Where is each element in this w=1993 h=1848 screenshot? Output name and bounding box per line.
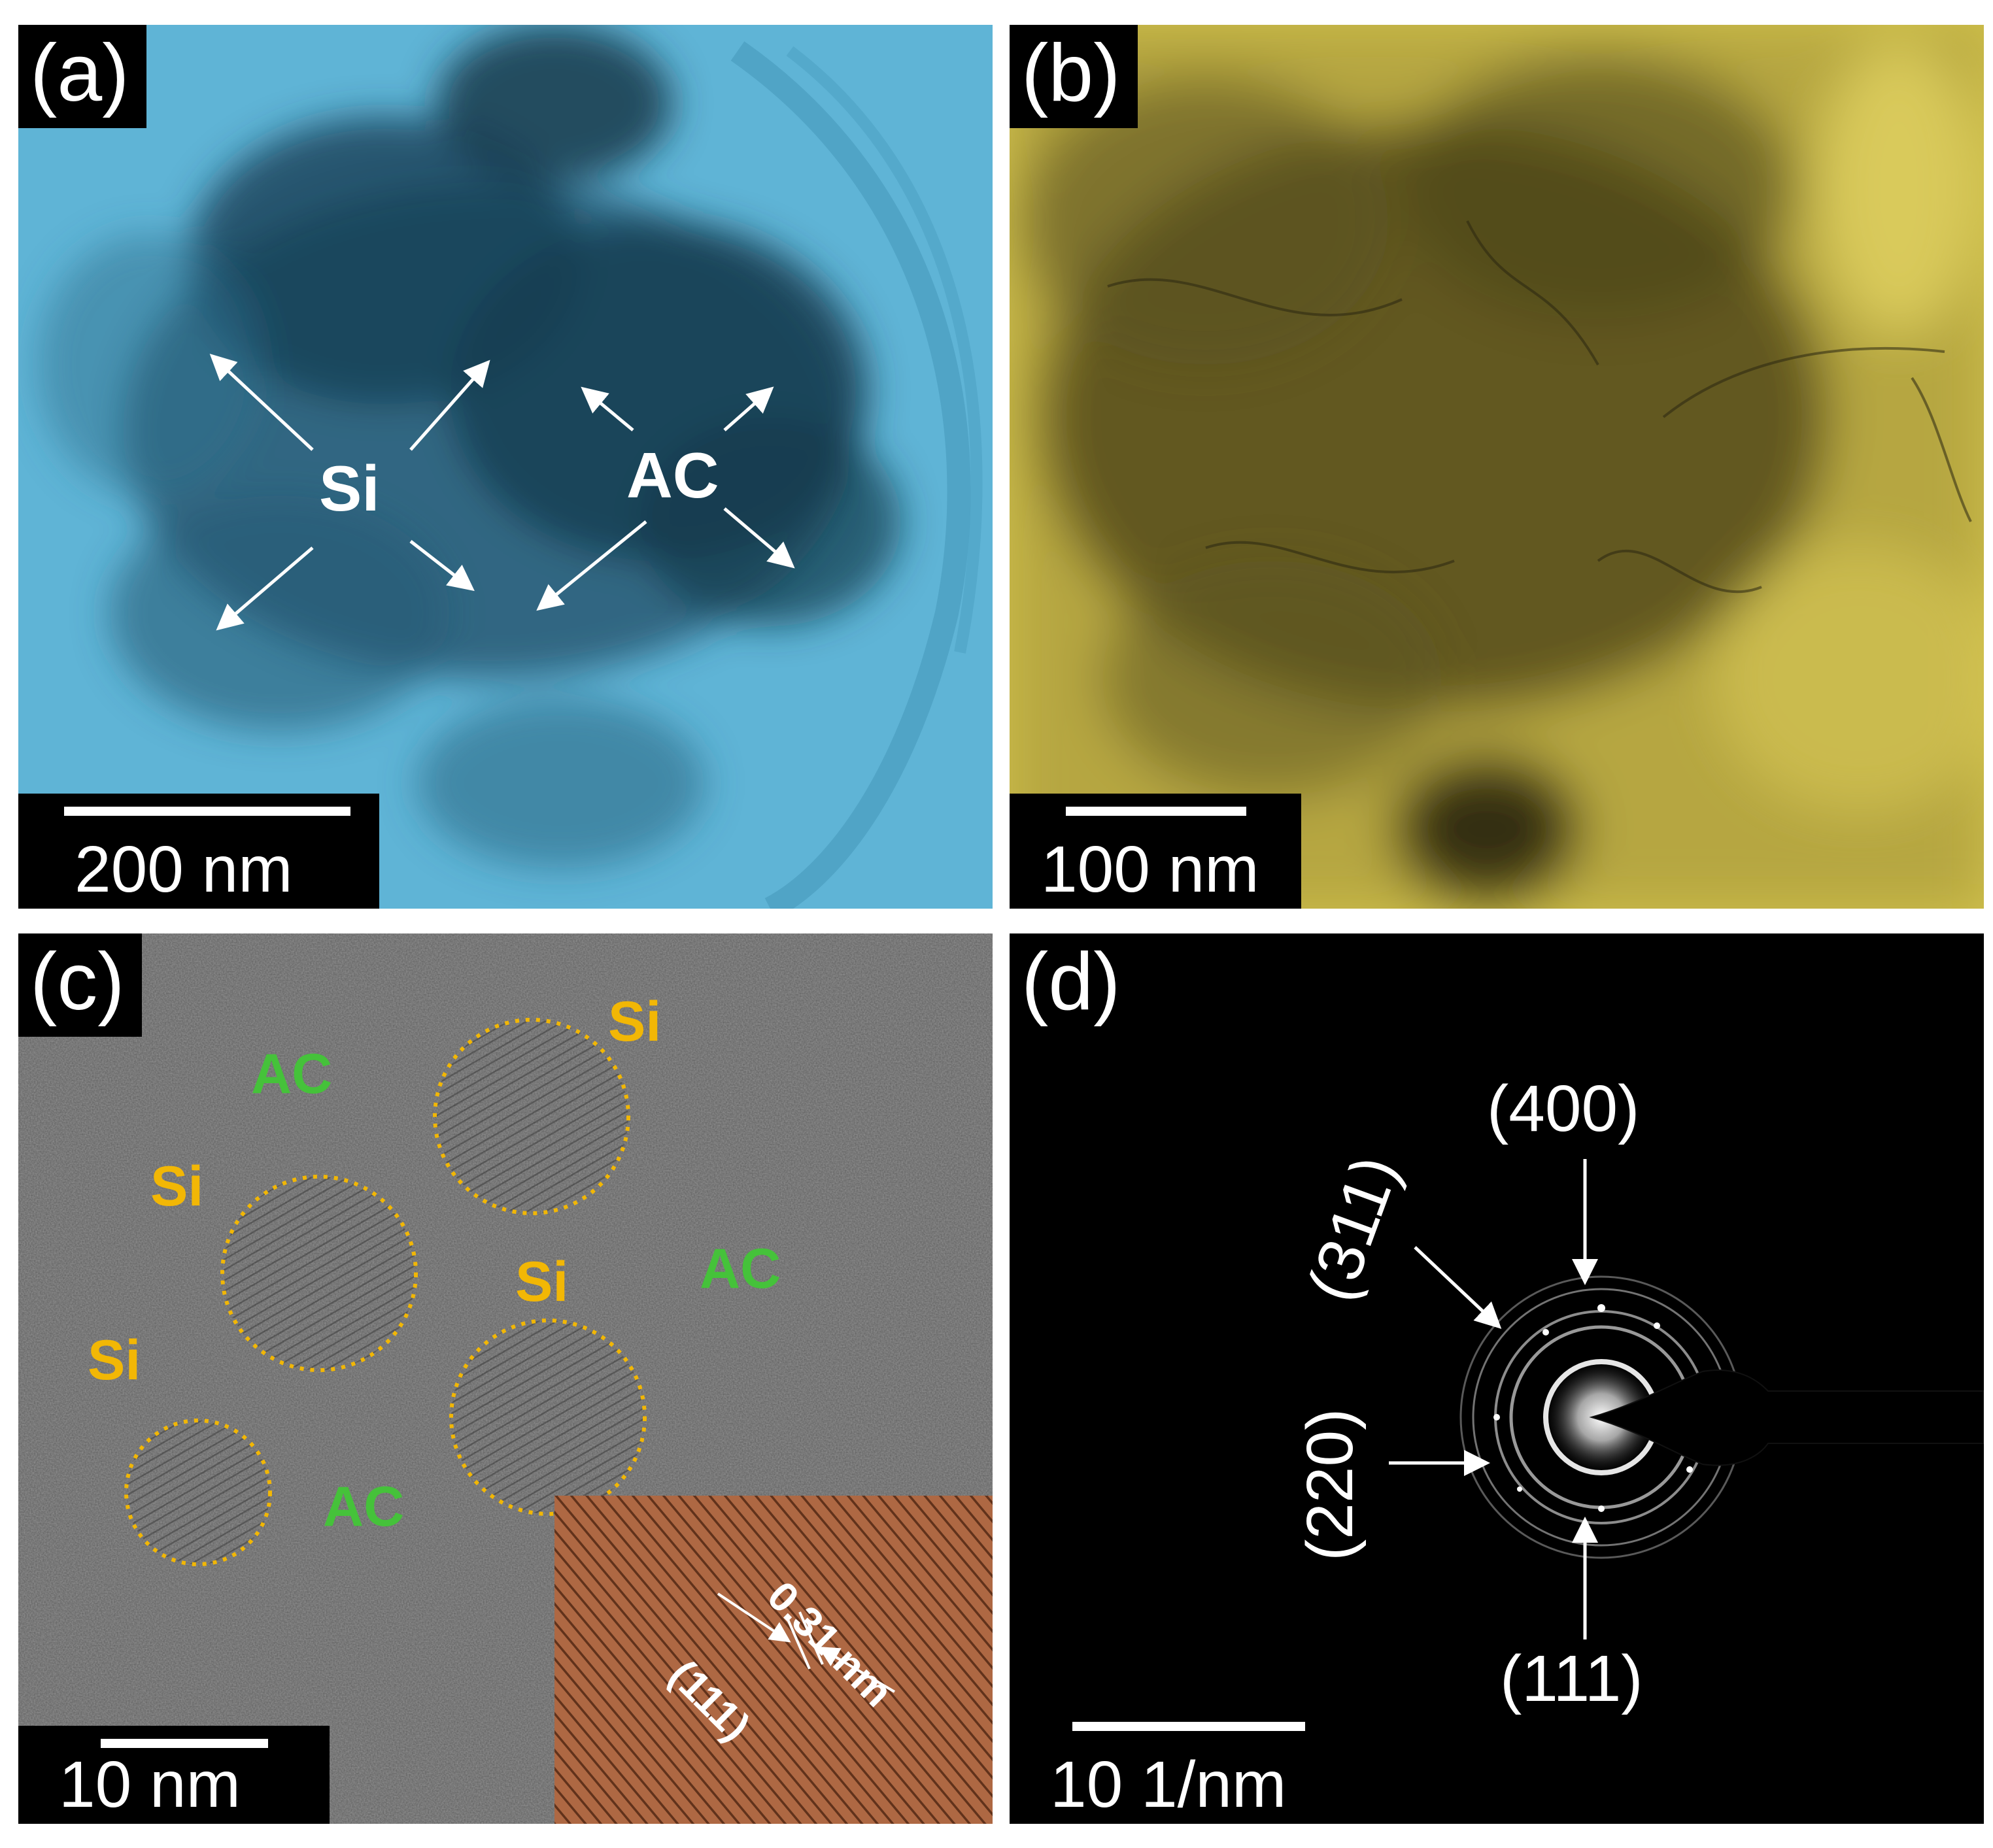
panel-c-texture (18, 933, 993, 1824)
lattice-fringe-inset: 0.31 nm (111) (554, 1496, 993, 1824)
scale-bar-label: 100 nm (1041, 833, 1259, 906)
panel-a-tag: (a) (18, 25, 146, 128)
panel-c-hrtem-image: (c) Si Si Si Si AC AC AC (18, 933, 993, 1824)
ring-label-220: (220) (1293, 1408, 1367, 1561)
ring-arrows (1389, 1159, 1598, 1639)
ac-label: AC (626, 439, 719, 511)
scale-bar-c: 10 nm (18, 1726, 330, 1824)
panel-c-tag: (c) (18, 933, 142, 1037)
panel-b-tag: (b) (1010, 25, 1138, 128)
scale-bar-label: 10 nm (59, 1748, 241, 1821)
si-label: Si (515, 1251, 569, 1313)
scale-bar-a: 200 nm (18, 794, 379, 909)
scale-bar-line (64, 807, 350, 816)
scale-bar-label: 200 nm (75, 833, 293, 906)
ac-arrows (536, 386, 795, 611)
scale-bar-line (1066, 807, 1246, 816)
si-label: Si (88, 1329, 141, 1392)
ring-label-400: (400) (1487, 1072, 1640, 1145)
panel-a-texture (38, 25, 983, 909)
panel-d-diffraction-rings (1389, 1159, 1984, 1639)
panel-b-texture (1010, 25, 1984, 909)
si-label: Si (150, 1155, 204, 1218)
inset-fringes (554, 1496, 993, 1824)
si-particle-circles (124, 1018, 647, 1566)
si-label: Si (608, 990, 662, 1053)
si-label: Si (319, 452, 380, 524)
panel-d-saed-pattern: (d) (400) (311) (220) (111) 10 1/nm (1010, 933, 1984, 1824)
scale-bar-d: 10 1/nm (1010, 1709, 1365, 1824)
scale-bar-b: 100 nm (1010, 794, 1301, 909)
panel-b-tem-image: (b) 100 nm (1010, 25, 1984, 909)
ac-label: AC (251, 1043, 333, 1105)
si-arrows (209, 354, 490, 631)
ac-label: AC (323, 1475, 405, 1538)
ac-label: AC (700, 1237, 781, 1300)
panel-d-tag: (d) (1010, 933, 1138, 1037)
scale-bar-line (1072, 1722, 1305, 1731)
scale-bar-line (101, 1739, 268, 1748)
scale-bar-label: 10 1/nm (1050, 1748, 1287, 1821)
panel-a-tem-image: (a) Si AC 200 nm (18, 25, 993, 909)
ring-label-111: (111) (1500, 1642, 1643, 1715)
